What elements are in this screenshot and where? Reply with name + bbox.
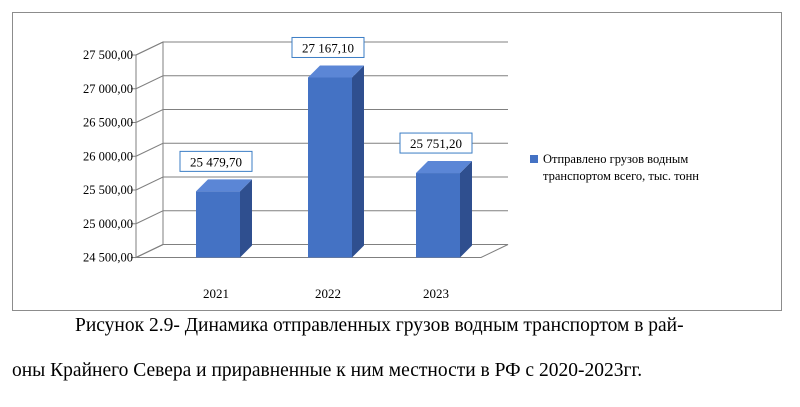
x-axis-ticks: 2021 2022 2023	[203, 286, 449, 301]
gridlines	[135, 41, 508, 258]
data-labels: 25 479,70 27 167,10 25 751,20	[179, 36, 473, 172]
data-label-box	[399, 132, 473, 154]
y-axis-ticks: 24 500,00 25 000,00 25 500,00 26 000,00 26 5…	[83, 48, 136, 265]
y-tick-label: 27 500,00	[83, 48, 133, 62]
bar-top	[416, 161, 472, 174]
caption-line-1: Рисунок 2.9- Динамика отправленных грузо…	[75, 315, 684, 336]
x-tick-label: 2023	[423, 286, 449, 301]
data-label: 27 167,10	[302, 40, 354, 55]
bar-side	[460, 161, 472, 258]
legend-label-line1: Отправлено грузов водным	[543, 152, 688, 166]
legend-label-line2: транспортом всего, тыс. тонн	[543, 169, 699, 183]
caption-line-2: оны Крайнего Севера и приравненные к ним…	[12, 360, 643, 381]
legend-swatch	[530, 155, 538, 163]
y-tick-label: 26 500,00	[83, 116, 133, 130]
bar-side	[352, 65, 364, 258]
bar-chart: 24 500,00 25 000,00 25 500,00 26 000,00 26 5…	[83, 36, 699, 301]
gridline	[135, 142, 508, 157]
bar-top	[308, 65, 364, 78]
bar-side	[240, 179, 252, 258]
gridline	[135, 75, 508, 90]
data-label-box	[179, 150, 253, 172]
data-label-box	[291, 36, 365, 58]
gridline	[135, 41, 508, 56]
y-tick-label: 24 500,00	[83, 251, 133, 265]
y-tick-label: 25 500,00	[83, 183, 133, 197]
legend: Отправлено грузов водным транспортом все…	[530, 152, 699, 183]
y-tick-label: 25 000,00	[83, 217, 133, 231]
data-label: 25 751,20	[410, 136, 462, 151]
y-tick-label: 27 000,00	[83, 82, 133, 96]
bar-top	[196, 179, 252, 192]
gridline	[135, 109, 508, 123]
bar-front	[196, 191, 240, 258]
bars	[196, 65, 472, 258]
gridline	[135, 176, 508, 191]
data-label: 25 479,70	[190, 154, 242, 169]
chart-frame: 24 500,00 25 000,00 25 500,00 26 000,00 26 5…	[12, 12, 782, 311]
gridline	[135, 210, 508, 225]
x-tick-label: 2022	[315, 286, 341, 301]
bar-front	[308, 77, 352, 258]
x-tick-label: 2021	[203, 286, 229, 301]
bar-front	[416, 173, 460, 258]
gridline	[135, 244, 508, 258]
y-tick-label: 26 000,00	[83, 149, 133, 163]
